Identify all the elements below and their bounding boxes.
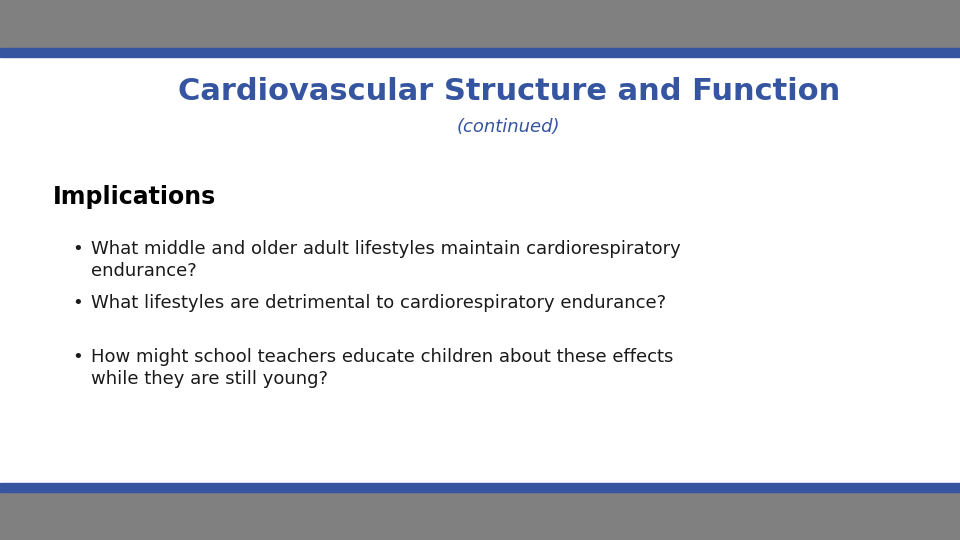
Text: Implications: Implications [53,185,216,209]
Text: •: • [72,240,83,258]
Bar [0,48,960,57]
Text: What lifestyles are detrimental to cardiorespiratory endurance?: What lifestyles are detrimental to cardi… [91,294,666,312]
Text: What middle and older adult lifestyles maintain cardiorespiratory
endurance?: What middle and older adult lifestyles m… [91,240,681,280]
Bar [0,57,960,483]
Bar [0,483,960,492]
Text: How might school teachers educate children about these effects
while they are st: How might school teachers educate childr… [91,348,674,388]
Text: •: • [72,294,83,312]
Text: •: • [72,348,83,366]
Text: Cardiovascular Structure and Function: Cardiovascular Structure and Function [178,77,840,106]
Text: (continued): (continued) [457,118,561,136]
Bar [0,0,960,48]
Bar [0,492,960,540]
